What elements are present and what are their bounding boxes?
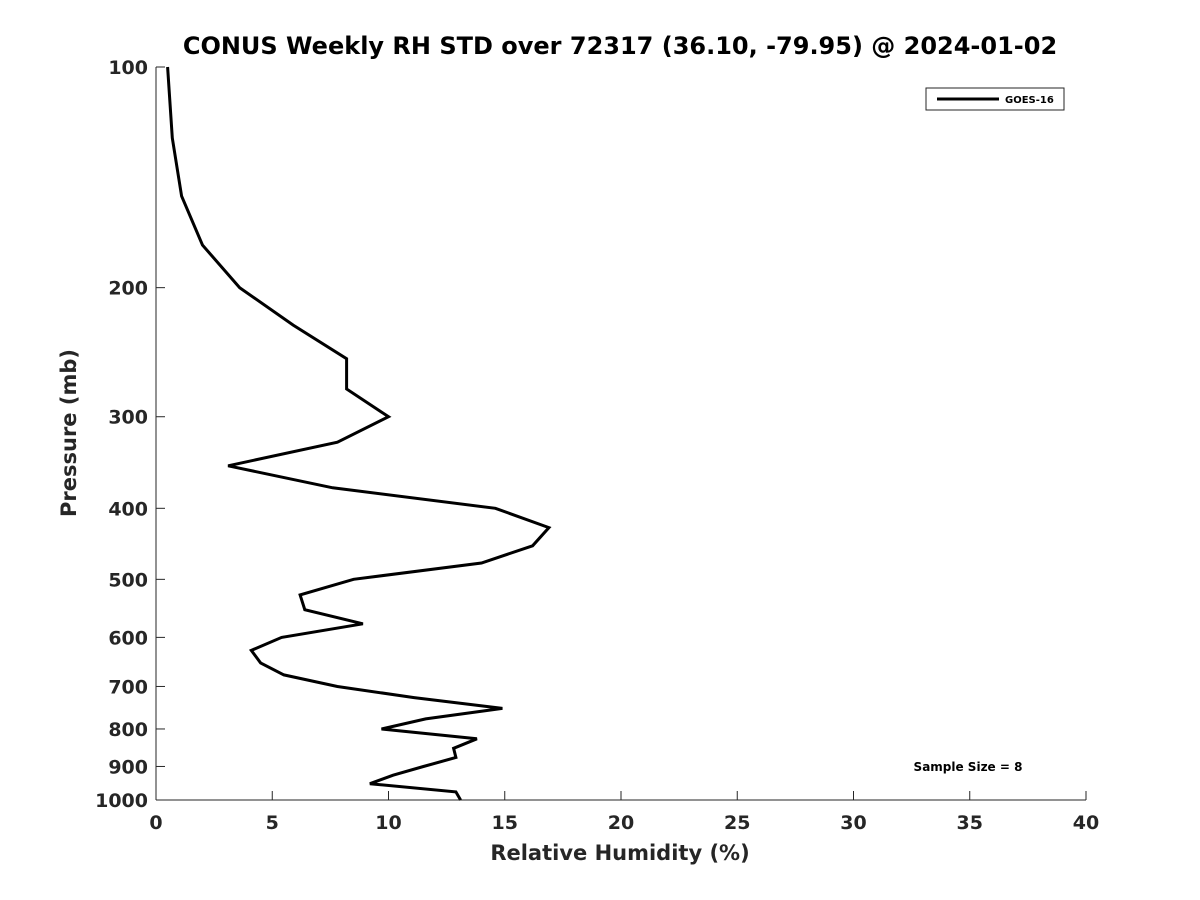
y-tick-label: 800 xyxy=(108,719,148,741)
axes: 0 5 10 15 20 25 30 35 40 100 200 300 400 500 600 700 800… xyxy=(95,57,1099,834)
series-line-goes-16 xyxy=(166,66,552,801)
legend-label: GOES-16 xyxy=(1005,95,1054,106)
sample-size-annotation: Sample Size = 8 xyxy=(914,760,1023,774)
x-tick-label: 10 xyxy=(375,812,401,834)
x-tick-label: 0 xyxy=(149,812,162,834)
x-tick-label: 5 xyxy=(266,812,279,834)
legend: GOES-16 xyxy=(925,87,1065,111)
x-tick-label: 35 xyxy=(957,812,983,834)
y-tick-label: 200 xyxy=(108,278,148,300)
x-tick-label: 30 xyxy=(840,812,866,834)
y-tick-label: 900 xyxy=(108,756,148,778)
x-tick-label: 15 xyxy=(492,812,518,834)
x-axis-label: Relative Humidity (%) xyxy=(490,841,749,865)
y-tick-label: 100 xyxy=(108,57,148,79)
x-tick-label: 40 xyxy=(1073,812,1099,834)
x-tick-label: 25 xyxy=(724,812,750,834)
y-tick-label: 600 xyxy=(108,627,148,649)
chart-title: CONUS Weekly RH STD over 72317 (36.10, -… xyxy=(183,32,1057,60)
y-tick-label: 300 xyxy=(108,407,148,429)
y-axis-label: Pressure (mb) xyxy=(57,349,81,517)
y-tick-label: 400 xyxy=(108,498,148,520)
x-tick-label: 20 xyxy=(608,812,634,834)
y-tick-label: 1000 xyxy=(95,790,148,812)
y-tick-label: 700 xyxy=(108,676,148,698)
y-tick-label: 500 xyxy=(108,569,148,591)
series-group xyxy=(166,66,552,801)
